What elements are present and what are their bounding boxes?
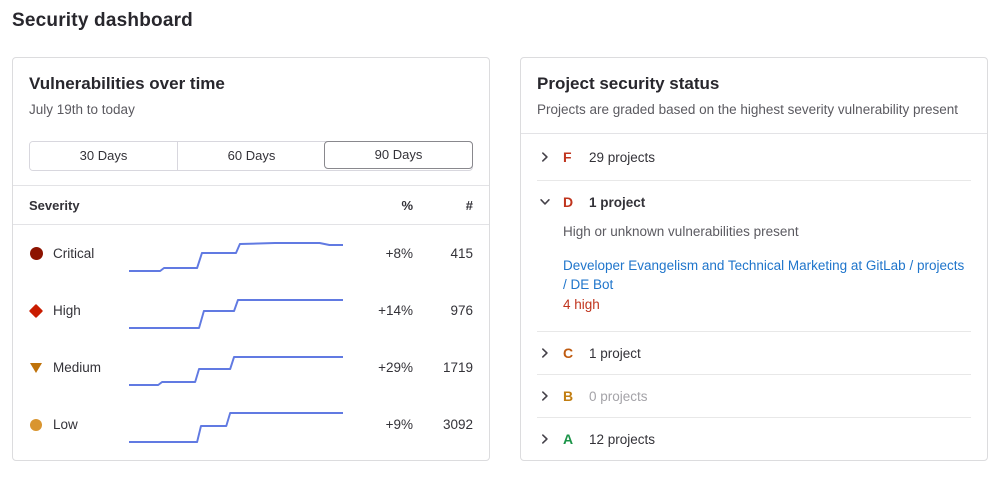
table-row-critical: Critical +8% 415 <box>29 225 473 282</box>
percent-change-value: +9% <box>385 417 413 432</box>
vulnerabilities-over-time-card: Vulnerabilities over time July 19th to t… <box>12 57 490 461</box>
chevron-right-icon <box>537 431 553 447</box>
severity-critical-icon <box>29 247 43 260</box>
table-row-medium: Medium +29% 1719 <box>29 339 473 396</box>
high-sparkline-chart <box>129 298 343 329</box>
grade-project-count: 0 projects <box>589 388 648 404</box>
severity-high-icon <box>28 303 44 318</box>
chevron-right-icon <box>537 388 553 404</box>
chevron-right-icon <box>537 149 553 165</box>
table-row-high: High +14% 976 <box>28 282 473 339</box>
range-button-60-days[interactable]: 60 Days <box>177 142 325 170</box>
grade-section-d: D 1 project High or unknown vulnerabilit… <box>537 181 971 332</box>
percent-change-value: +29% <box>378 360 413 375</box>
grade-project-count: 12 projects <box>589 431 656 447</box>
severity-label: Low <box>53 417 78 432</box>
grade-row-a[interactable]: A 12 projects <box>537 418 971 460</box>
severity-table-header: Severity % # <box>29 186 473 224</box>
status-card-subtitle: Projects are graded based on the highest… <box>537 102 958 117</box>
count-column-header: # <box>465 198 473 213</box>
grade-project-count: 1 project <box>589 345 641 361</box>
vulnerability-count: 976 <box>450 303 473 318</box>
severity-label: Critical <box>53 246 95 261</box>
severity-label: Medium <box>53 360 102 375</box>
vulnerability-count: 3092 <box>442 417 473 432</box>
percent-change-value: +8% <box>385 246 413 261</box>
date-range-text: July 19th to today <box>29 102 135 117</box>
grade-row-d[interactable]: D 1 project <box>537 181 971 223</box>
severity-column-header: Severity <box>29 198 80 213</box>
chevron-down-icon <box>537 194 553 210</box>
grade-project-count: 29 projects <box>589 149 656 165</box>
project-severity-summary: 4 high <box>563 297 600 312</box>
chevron-right-icon <box>537 345 553 361</box>
grade-letter: D <box>563 194 574 210</box>
project-security-status-card: Project security status Projects are gra… <box>520 57 988 461</box>
grade-d-details: High or unknown vulnerabilities present … <box>563 223 971 331</box>
vulnerability-count: 415 <box>450 246 473 261</box>
grade-row-f[interactable]: F 29 projects <box>537 134 971 181</box>
grade-description: High or unknown vulnerabilities present <box>563 224 799 239</box>
grade-accordion: F 29 projects D 1 project High or unknow… <box>521 134 987 460</box>
page-title: Security dashboard <box>12 10 193 31</box>
grade-letter: B <box>563 388 574 404</box>
grade-project-count: 1 project <box>589 194 646 210</box>
percent-column-header: % <box>401 198 413 213</box>
dashboard-cards: Vulnerabilities over time July 19th to t… <box>12 57 988 461</box>
vulnerabilities-card-title: Vulnerabilities over time <box>29 74 225 93</box>
low-sparkline-chart <box>129 411 343 443</box>
critical-sparkline-chart <box>129 241 343 272</box>
percent-change-value: +14% <box>378 303 413 318</box>
table-row-low: Low +9% 3092 <box>29 396 473 453</box>
status-card-title: Project security status <box>537 74 720 93</box>
vulnerability-count: 1719 <box>442 360 473 375</box>
severity-label: High <box>53 303 81 318</box>
divider <box>13 224 489 225</box>
grade-row-c[interactable]: C 1 project <box>537 332 971 375</box>
severity-low-icon <box>29 418 43 431</box>
grade-letter: F <box>563 149 572 165</box>
severity-medium-icon <box>29 362 43 373</box>
range-button-90-days[interactable]: 90 Days <box>324 141 473 169</box>
grade-letter: C <box>563 345 574 361</box>
security-dashboard-page: Security dashboard Vulnerabilities over … <box>12 10 988 461</box>
divider <box>13 185 489 186</box>
range-button-30-days[interactable]: 30 Days <box>30 142 177 170</box>
grade-row-b[interactable]: B 0 projects <box>537 375 971 418</box>
day-range-button-group: 30 Days 60 Days 90 Days <box>29 141 473 171</box>
divider <box>521 133 987 134</box>
project-link[interactable]: Developer Evangelism and Technical Marke… <box>563 258 965 292</box>
grade-letter: A <box>563 431 574 447</box>
medium-sparkline-chart <box>129 355 343 386</box>
